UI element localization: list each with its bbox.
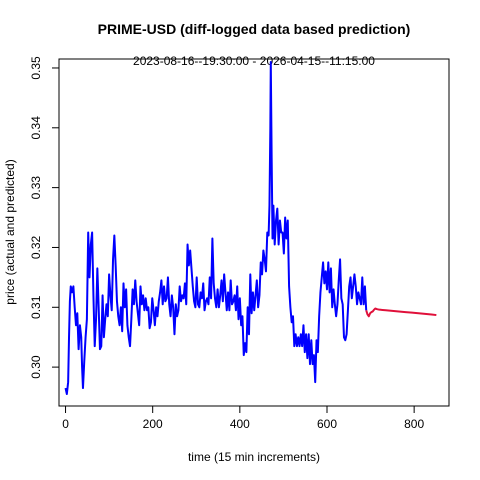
y-tick-label: 0.32 (29, 235, 43, 259)
x-tick-label: 0 (62, 417, 69, 431)
y-tick-label: 0.35 (29, 56, 43, 80)
y-tick-label: 0.31 (29, 295, 43, 319)
x-tick-label: 800 (404, 417, 424, 431)
series-layer (64, 60, 437, 396)
y-tick-label: 0.34 (29, 116, 43, 140)
y-tick-label: 0.30 (29, 355, 43, 379)
series-line-predicted (365, 307, 437, 318)
y-axis: 0.30 0.31 0.32 0.33 0.34 0.35 (29, 56, 60, 379)
x-axis: 0 200 400 600 800 (62, 405, 424, 431)
x-tick-label: 600 (317, 417, 337, 431)
chart-title: PRIME-USD (diff-logged data based predic… (98, 21, 411, 37)
series-line-actual (64, 60, 368, 396)
y-axis-label: price (actual and predicted) (3, 159, 17, 304)
chart-subtitle: 2023-08-16--19:30:00 - 2026-04-15--11:15… (133, 54, 375, 68)
plot-frame (58, 58, 450, 407)
x-axis-label: time (15 min increments) (188, 450, 320, 464)
x-tick-label: 400 (230, 417, 250, 431)
y-tick-label: 0.33 (29, 176, 43, 200)
x-tick-label: 200 (143, 417, 163, 431)
